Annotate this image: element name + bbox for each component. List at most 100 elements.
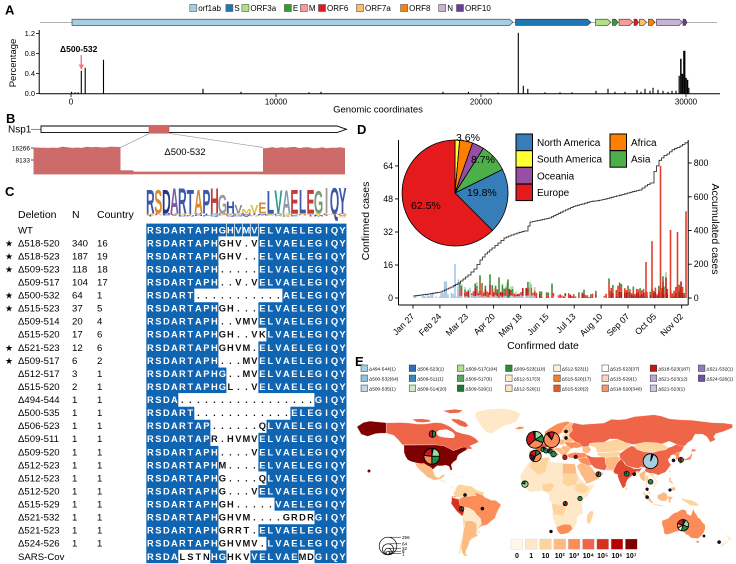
svg-text:ORF3a: ORF3a (250, 4, 276, 13)
svg-text:Δ524-526(1): Δ524-526(1) (706, 377, 733, 383)
svg-text:Q: Q (330, 180, 339, 222)
svg-text:30000: 30000 (675, 98, 698, 107)
svg-text:★: ★ (5, 343, 13, 353)
svg-text:Nsp1: Nsp1 (8, 125, 32, 136)
svg-text:Δ521-523(1): Δ521-523(1) (658, 387, 685, 393)
svg-text:Δ518-520(340): Δ518-520(340) (610, 387, 642, 393)
svg-text:Δ509-523: Δ509-523 (18, 264, 60, 275)
svg-text:T: T (331, 214, 339, 216)
svg-text:E: E (306, 184, 314, 221)
svg-text:ORF6: ORF6 (327, 4, 349, 13)
svg-text:Δ521-532: Δ521-532 (18, 513, 60, 524)
svg-text:LSTNHKVMD: LSTNHKVMD (179, 552, 314, 562)
svg-text:S: S (266, 213, 274, 215)
svg-text:Δ515-520: Δ515-520 (18, 382, 60, 393)
svg-text:16: 16 (383, 260, 393, 270)
svg-text:8133: 8133 (16, 158, 31, 165)
svg-text:S: S (307, 213, 315, 215)
svg-text:3: 3 (72, 369, 77, 380)
svg-text:R: R (146, 184, 155, 221)
svg-text:37: 37 (72, 304, 83, 315)
svg-text:GHV..: GHV.. (219, 251, 256, 261)
svg-text:Δ521-523: Δ521-523 (18, 343, 60, 354)
svg-text:G: G (338, 213, 348, 216)
svg-text:10⁴: 10⁴ (583, 553, 595, 560)
svg-text:M: M (225, 213, 235, 216)
svg-text:North America: North America (537, 138, 601, 149)
svg-text:Accumulated cases: Accumulated cases (709, 183, 721, 274)
svg-text:64: 64 (72, 291, 83, 302)
svg-text:Δ515-520(2): Δ515-520(2) (562, 387, 589, 393)
svg-text:62.5%: 62.5% (411, 200, 441, 212)
svg-text:H: H (226, 200, 235, 219)
svg-text:Δ512-520: Δ512-520 (18, 487, 60, 498)
svg-text:1: 1 (97, 369, 102, 380)
svg-text:Δ509-517(6): Δ509-517(6) (465, 377, 492, 383)
svg-text:R: R (298, 213, 307, 214)
svg-text:......Q: ......Q (213, 421, 266, 431)
svg-text:★: ★ (5, 291, 13, 301)
svg-text:N: N (258, 213, 267, 214)
svg-text:256: 256 (402, 535, 410, 540)
svg-text:Δ500-532(64): Δ500-532(64) (369, 377, 399, 383)
svg-text:Mar 23: Mar 23 (444, 311, 471, 338)
svg-text:E: E (290, 184, 298, 221)
svg-text:Δ509-511(1): Δ509-511(1) (417, 377, 444, 383)
svg-text:1: 1 (72, 500, 77, 511)
svg-text:G: G (314, 186, 323, 222)
svg-text:Δ506-523: Δ506-523 (18, 421, 60, 432)
svg-text:V: V (274, 184, 282, 221)
svg-text:20: 20 (72, 317, 83, 328)
svg-text:H: H (298, 214, 307, 216)
svg-text:800: 800 (694, 158, 709, 168)
svg-text:I: I (205, 213, 208, 216)
svg-text:64: 64 (402, 542, 408, 547)
svg-text:S: S (154, 184, 162, 221)
svg-text:Feb 24: Feb 24 (417, 311, 444, 338)
svg-text:1: 1 (97, 395, 102, 406)
svg-text:Δ509-517(104): Δ509-517(104) (465, 367, 497, 373)
svg-text:8: 8 (402, 549, 405, 554)
svg-text:B: B (6, 111, 15, 126)
svg-text:ORF10: ORF10 (465, 4, 491, 13)
svg-text:1: 1 (97, 539, 102, 550)
svg-text:G: G (218, 190, 227, 220)
svg-text:Confirmed date: Confirmed date (507, 340, 579, 352)
svg-text:G...V: G...V (219, 487, 259, 497)
svg-text:★: ★ (5, 304, 13, 314)
svg-text:.....: ..... (221, 264, 256, 274)
svg-text:Asia: Asia (631, 155, 651, 166)
svg-text:...........: ........... (197, 291, 280, 301)
svg-text:G: G (274, 213, 284, 216)
svg-text:N: N (186, 215, 195, 217)
svg-text:1: 1 (72, 434, 77, 445)
svg-text:P: P (218, 215, 226, 217)
svg-text:May 18: May 18 (496, 311, 524, 339)
svg-text:19.8%: 19.8% (467, 187, 497, 199)
svg-text:Δ494-544(1): Δ494-544(1) (369, 367, 396, 373)
svg-text:64: 64 (383, 161, 393, 171)
svg-text:1: 1 (97, 526, 102, 537)
svg-text:400: 400 (694, 226, 709, 236)
svg-text:2: 2 (97, 356, 102, 367)
svg-text:340: 340 (72, 238, 88, 249)
svg-text:L: L (299, 184, 306, 221)
svg-text:Δ500-532: Δ500-532 (18, 291, 60, 302)
svg-text:0.0: 0.0 (25, 89, 35, 98)
svg-text:..VMV: ..VMV (221, 317, 258, 327)
svg-text:600: 600 (694, 192, 709, 202)
svg-text:Δ515-520(17): Δ515-520(17) (562, 377, 592, 383)
svg-text:200: 200 (694, 259, 709, 269)
svg-text:H: H (210, 181, 219, 221)
svg-text:N: N (72, 209, 80, 221)
svg-text:Δ509-514(20): Δ509-514(20) (417, 387, 447, 393)
svg-text:1.2: 1.2 (25, 29, 35, 38)
svg-text:18: 18 (97, 264, 108, 275)
svg-text:48: 48 (383, 194, 393, 204)
svg-text:S: S (234, 4, 239, 13)
svg-text:V: V (250, 203, 258, 217)
svg-text:Y: Y (338, 180, 346, 222)
svg-text:K: K (282, 215, 292, 218)
svg-text:1: 1 (72, 513, 77, 524)
svg-text:Jul 13: Jul 13 (554, 311, 578, 335)
